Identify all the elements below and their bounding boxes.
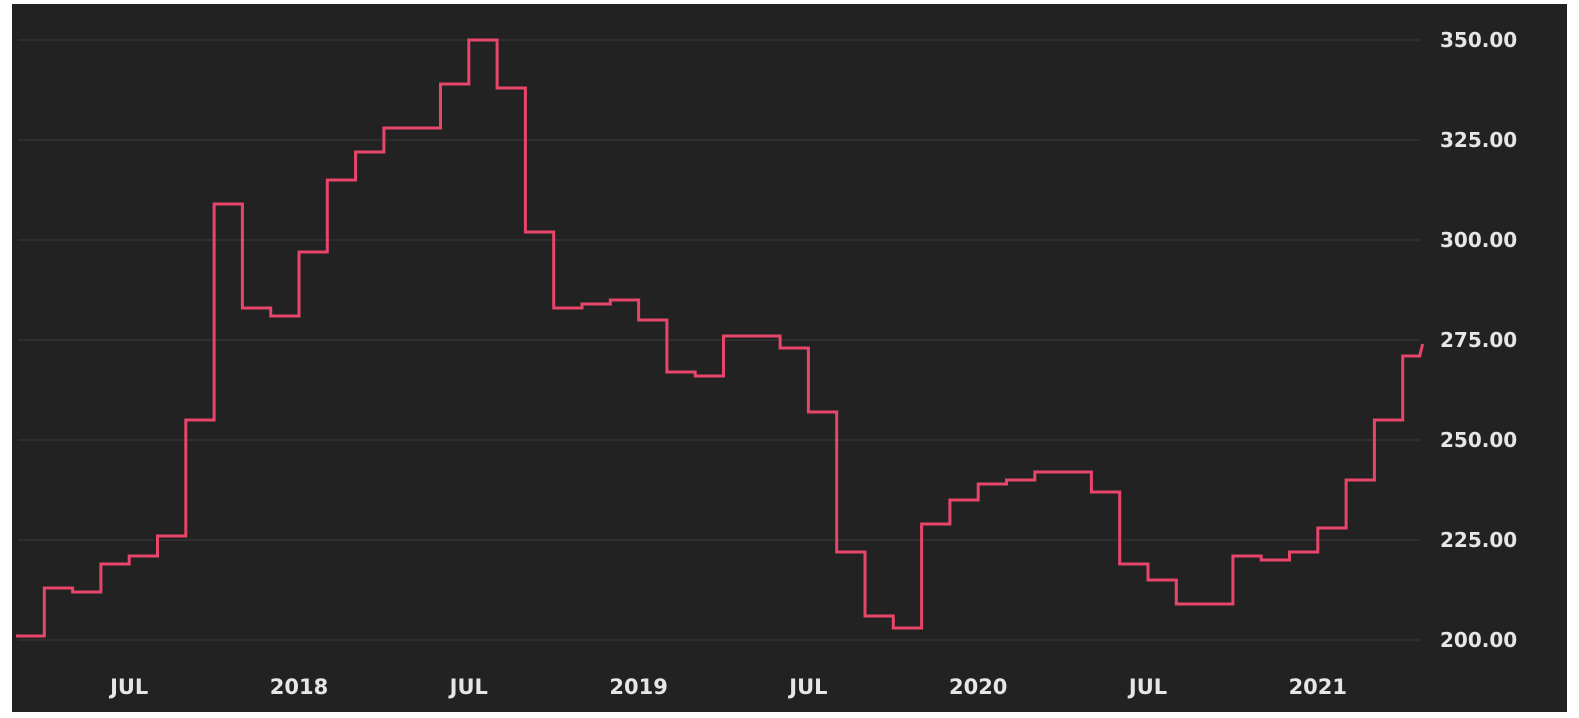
y-axis: 350.00 325.00 300.00 275.00 250.00 225.00 200.… (1440, 28, 1517, 652)
x-tick-label: 2019 (609, 675, 667, 699)
gridlines (18, 39, 1420, 641)
series-line-0 (16, 38, 1425, 638)
y-tick-label: 250.00 (1440, 428, 1517, 452)
x-tick-label: 2021 (1289, 675, 1347, 699)
series-layer (16, 38, 1425, 638)
x-tick-label: 2020 (949, 675, 1007, 699)
x-tick-label: JUL (1127, 675, 1167, 699)
x-tick-label: JUL (108, 675, 148, 699)
x-tick-label: JUL (787, 675, 827, 699)
y-tick-label: 225.00 (1440, 528, 1517, 552)
y-tick-label: 300.00 (1440, 228, 1517, 252)
y-tick-label: 200.00 (1440, 628, 1517, 652)
x-tick-label: 2018 (270, 675, 328, 699)
y-tick-label: 350.00 (1440, 28, 1517, 52)
x-axis: JUL 2018 JUL 2019 JUL 2020 JUL 2021 (108, 675, 1347, 699)
x-tick-label: JUL (448, 675, 488, 699)
chart-background (12, 4, 1567, 712)
y-tick-label: 325.00 (1440, 128, 1517, 152)
y-tick-label: 275.00 (1440, 328, 1517, 352)
